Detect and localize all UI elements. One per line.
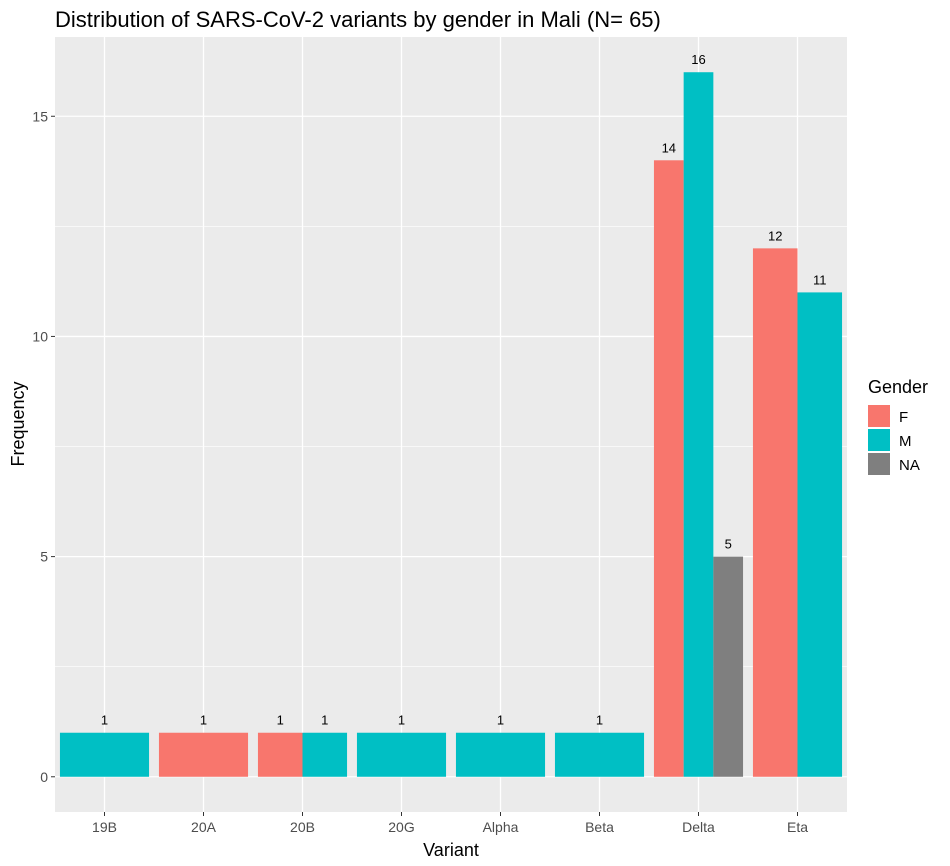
x-tick-label: 19B — [92, 819, 117, 835]
bar-Eta-M — [797, 292, 843, 777]
x-tick-label: Alpha — [483, 819, 519, 835]
bar-19B-M — [59, 732, 150, 777]
bar-20B-F — [257, 732, 303, 777]
x-tick-label: 20A — [191, 819, 217, 835]
bar-value-label: 1 — [321, 713, 328, 728]
bar-value-label: 12 — [768, 228, 782, 243]
bar-value-label: 16 — [691, 52, 705, 67]
legend-key-F — [868, 405, 890, 427]
legend-title: Gender — [868, 377, 928, 397]
legend-label-M: M — [899, 433, 912, 450]
bar-20B-M — [302, 732, 348, 777]
bar-value-label: 1 — [200, 713, 207, 728]
legend-label-NA: NA — [899, 457, 920, 474]
bar-value-label: 5 — [725, 537, 732, 552]
legend-key-NA — [868, 453, 890, 475]
bar-20G-M — [356, 732, 447, 777]
bar-Eta-F — [752, 248, 798, 777]
x-tick-label: Beta — [585, 819, 614, 835]
y-axis-title: Frequency — [8, 381, 28, 466]
x-tick-label: 20G — [388, 819, 414, 835]
bar-value-label: 1 — [277, 713, 284, 728]
bar-value-label: 1 — [596, 713, 603, 728]
y-tick-label: 15 — [32, 108, 48, 124]
bar-Alpha-M — [455, 732, 546, 777]
legend: Gender FM NA — [868, 377, 928, 475]
bar-value-label: 1 — [101, 713, 108, 728]
y-tick-label: 5 — [40, 549, 48, 565]
chart-title: Distribution of SARS-CoV-2 variants by g… — [55, 7, 661, 32]
x-tick-label: Eta — [787, 819, 808, 835]
y-tick-label: 0 — [40, 769, 48, 785]
bar-value-label: 14 — [662, 140, 676, 155]
y-tick-label: 10 — [32, 328, 48, 344]
legend-key-M — [868, 429, 890, 451]
x-axis-title: Variant — [423, 840, 479, 860]
bar-Delta-NA — [713, 556, 744, 777]
bar-Delta-F — [653, 160, 684, 777]
bar-Delta-M — [683, 72, 714, 777]
bar-value-label: 1 — [497, 713, 504, 728]
bar-20A-F — [158, 732, 249, 777]
x-tick-label: Delta — [682, 819, 715, 835]
bars — [59, 72, 843, 777]
bar-value-label: 1 — [398, 713, 405, 728]
bar-value-label: 11 — [813, 272, 827, 287]
bar-Beta-M — [554, 732, 645, 777]
x-tick-label: 20B — [290, 819, 315, 835]
legend-label-F: F — [899, 409, 908, 426]
